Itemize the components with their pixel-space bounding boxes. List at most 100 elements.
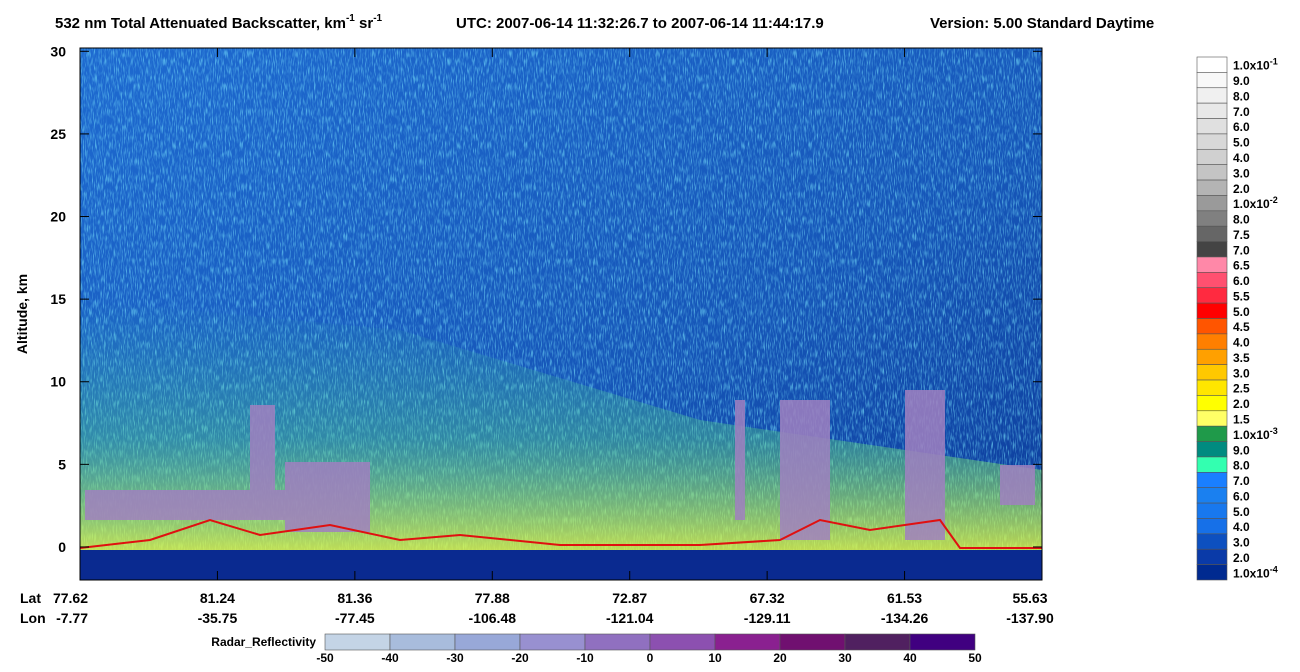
x-tick-label: -77.45 [335,610,375,626]
colorbar-label-text: 5.0 [1233,505,1250,519]
colorbar-label-text: 8.0 [1233,89,1250,103]
colorbar-swatch [1196,472,1228,489]
ground [80,550,1042,580]
x-tick-label: 81.24 [200,590,235,606]
colorbar-swatch [1196,364,1228,381]
colorbar-swatch [1196,318,1228,335]
colorbar-label: 6.0 [1233,489,1250,503]
colorbar-label: 4.5 [1233,320,1250,334]
radar-colorbar-swatch [844,633,911,651]
colorbar-swatch [1196,379,1228,396]
colorbar-swatch [1196,72,1228,89]
x-tick-label: 77.88 [475,590,510,606]
colorbar-label: 7.0 [1233,474,1250,488]
colorbar-label-text: 6.0 [1233,274,1250,288]
surface-line [80,518,1042,549]
colorbar-swatch [1196,133,1228,150]
colorbar-label-text: 2.5 [1233,382,1250,396]
colorbar-label-text: 6.0 [1233,489,1250,503]
colorbar-label-text: 5.0 [1233,136,1250,150]
x-tick-label: -137.90 [1006,610,1054,626]
colorbar-swatch [1196,56,1228,73]
colorbar-label: 7.5 [1233,228,1250,242]
colorbar-swatch [1196,179,1228,196]
colorbar-label: 1.0x10-2 [1233,195,1278,211]
colorbar-label: 8.0 [1233,459,1250,473]
colorbar-label-text: 8.0 [1233,459,1250,473]
colorbar-label-text: 3.0 [1233,166,1250,180]
radar-colorbar-swatch [714,633,781,651]
colorbar-label-sup: -2 [1270,195,1278,205]
x-tick-label: -35.75 [198,610,238,626]
y-tick-label: 10 [50,374,66,390]
colorbar-label-text: 9.0 [1233,74,1250,88]
colorbar-label-text: 6.5 [1233,259,1250,273]
colorbar-label: 5.0 [1233,305,1250,319]
colorbar-swatch [1196,425,1228,442]
colorbar-label: 6.0 [1233,274,1250,288]
radar-colorbar-swatch [649,633,716,651]
colorbar-label-text: 2.0 [1233,397,1250,411]
colorbar-swatch [1196,302,1228,319]
backscatter-image [80,48,1042,580]
colorbar-swatch [1196,518,1228,535]
radar-tick-label: -50 [316,651,334,665]
colorbar-swatch [1196,195,1228,212]
colorbar-swatch [1196,256,1228,273]
title-version: Version: 5.00 Standard Daytime [930,15,1154,32]
colorbar-label-text: 7.0 [1233,243,1250,257]
y-tick-label: 15 [50,291,66,307]
colorbar-label: 2.0 [1233,551,1250,565]
colorbar-swatch [1196,287,1228,304]
radar-colorbar-name: Radar_Reflectivity [211,635,316,649]
x-tick-label: -7.77 [56,610,88,626]
colorbar-label-text: 1.0x10 [1233,197,1270,211]
colorbar-label: 2.5 [1233,382,1250,396]
colorbar-swatch [1196,87,1228,104]
colorbar-label-text: 1.5 [1233,412,1250,426]
colorbar-label: 7.0 [1233,105,1250,119]
colorbar-label-text: 4.0 [1233,151,1250,165]
colorbar-label-text: 4.5 [1233,320,1250,334]
radar-colorbar-swatch [909,633,976,651]
x-tick-label: -134.26 [881,610,929,626]
colorbar-label-sup: -1 [1270,57,1278,67]
colorbar-label: 4.0 [1233,151,1250,165]
radar-tick-label: -30 [446,651,464,665]
plot-frame [79,47,1043,581]
radar-tick-label: 0 [647,651,654,665]
radar-tick-label: 50 [968,651,982,665]
colorbar-label: 6.0 [1233,120,1250,134]
colorbar-label-text: 3.0 [1233,366,1250,380]
colorbar-swatch [1196,441,1228,458]
colorbar-label-sup: -3 [1270,426,1278,436]
colorbar-label: 5.0 [1233,505,1250,519]
colorbar-swatch [1196,272,1228,289]
colorbar-label: 4.0 [1233,520,1250,534]
colorbar-swatch [1196,548,1228,565]
colorbar-swatch [1196,348,1228,365]
colorbar-label: 3.0 [1233,166,1250,180]
colorbar-label: 6.5 [1233,259,1250,273]
y-tick-label: 20 [50,209,66,225]
x-tick-label: 81.36 [337,590,372,606]
colorbar-label-text: 7.0 [1233,474,1250,488]
colorbar-label-text: 4.0 [1233,520,1250,534]
y-tick-label: 25 [50,126,66,142]
colorbar-label-text: 6.0 [1233,120,1250,134]
colorbar-label: 1.0x10-4 [1233,564,1278,580]
x-tick-label: 72.87 [612,590,647,606]
colorbar-label: 1.0x10-3 [1233,426,1278,442]
colorbar-label: 9.0 [1233,74,1250,88]
radar-tick-label: -10 [576,651,594,665]
colorbar-label: 5.0 [1233,136,1250,150]
colorbar-label: 3.0 [1233,366,1250,380]
y-tick-label: 5 [58,456,66,472]
colorbar-label-text: 7.0 [1233,105,1250,119]
x-row-name: Lat [20,590,41,606]
colorbar-label: 3.0 [1233,536,1250,550]
colorbar-swatch [1196,333,1228,350]
title-sup: -1 [373,13,382,24]
